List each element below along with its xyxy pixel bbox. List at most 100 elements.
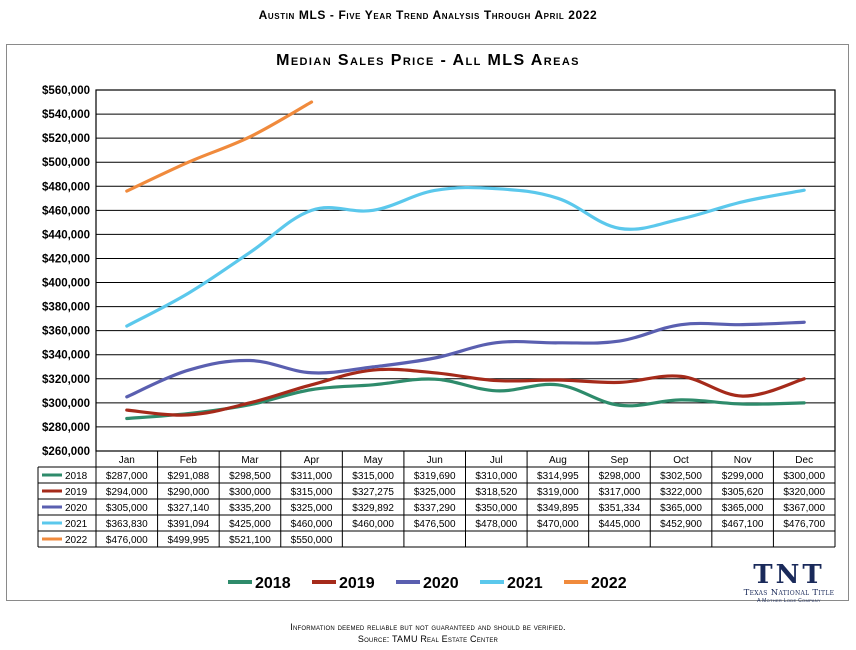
table-cell-value: $445,000 [599, 519, 641, 530]
logo-mark: TNT [753, 560, 825, 590]
table-cell-value: $322,000 [660, 487, 702, 498]
series-line-2022 [125, 100, 314, 193]
table-series-name: 2019 [65, 487, 88, 498]
table-cell-value: $365,000 [660, 503, 702, 514]
table-cell-value: $467,100 [722, 519, 764, 530]
table-cell-value: $335,200 [229, 503, 271, 514]
series-lines [125, 100, 806, 421]
table-cell-value: $367,000 [783, 503, 825, 514]
table-cell-value: $476,000 [106, 535, 148, 546]
table-cell-value: $320,000 [783, 487, 825, 498]
table-series-name: 2018 [65, 471, 88, 482]
table-cell-value: $327,140 [168, 503, 210, 514]
y-tick-label: $280,000 [42, 422, 90, 434]
table-cell-value: $315,000 [291, 487, 333, 498]
legend-label: 2022 [591, 575, 627, 592]
disclaimer-text: Information deemed reliable but not guar… [290, 622, 566, 632]
y-tick-label: $560,000 [42, 85, 90, 97]
grid [95, 89, 836, 452]
plot-area [95, 89, 836, 452]
y-tick-label: $520,000 [42, 133, 90, 145]
table-cell-value: $318,520 [475, 487, 517, 498]
table-cell-value: $470,000 [537, 519, 579, 530]
legend-label: 2019 [339, 575, 375, 592]
data-table: Jan Feb Mar Apr May Jun Jul Aug Sep Oct Nov Dec 2018… [37, 451, 836, 548]
legend-label: 2021 [507, 575, 543, 592]
table-cell-value: $425,000 [229, 519, 271, 530]
legend: 2018 2019 2020 2021 2022 [228, 575, 627, 592]
table-cell-value: $290,000 [168, 487, 210, 498]
table-cell-value: $314,995 [537, 471, 579, 482]
table-cell-value: $478,000 [475, 519, 517, 530]
table-cell-value: $460,000 [352, 519, 394, 530]
table-cell-value: $351,334 [599, 503, 641, 514]
table-cell-value: $327,275 [352, 487, 394, 498]
table-cell-value: $550,000 [291, 535, 333, 546]
y-tick-label: $440,000 [42, 229, 90, 241]
x-tick-label: Dec [795, 455, 813, 466]
y-tick-label: $400,000 [42, 278, 90, 290]
y-tick-label: $340,000 [42, 350, 90, 362]
table-cell-value: $325,000 [291, 503, 333, 514]
source-text: Source: TAMU Real Estate Center [357, 634, 499, 644]
y-tick-label: $460,000 [42, 205, 90, 217]
x-tick-label: Feb [180, 455, 198, 466]
table-cell-value: $452,900 [660, 519, 702, 530]
series-line-2019 [125, 367, 806, 417]
table-cell-value: $305,620 [722, 487, 764, 498]
series-line-2018 [125, 377, 806, 421]
x-tick-label: Apr [304, 455, 320, 466]
table-cell-value: $325,000 [414, 487, 456, 498]
table-cell-value: $317,000 [599, 487, 641, 498]
table-cell-value: $365,000 [722, 503, 764, 514]
table-cell-value: $499,995 [168, 535, 210, 546]
y-tick-label: $380,000 [42, 302, 90, 314]
table-cell-value: $315,000 [352, 471, 394, 482]
table-cell-value: $337,290 [414, 503, 456, 514]
table-cell-value: $291,088 [168, 471, 210, 482]
table-cell-value: $310,000 [475, 471, 517, 482]
y-tick-label: $480,000 [42, 181, 90, 193]
x-tick-label: Nov [734, 455, 752, 466]
legend-label: 2018 [255, 575, 291, 592]
x-tick-label: Sep [611, 455, 629, 466]
logo-name: Texas National Title [743, 588, 835, 598]
y-tick-label: $300,000 [42, 398, 90, 410]
logo-tagline: A Mother Lode Company [757, 598, 821, 604]
y-axis-labels: $260,000 $280,000 $300,000 $320,000 $340,000… [42, 85, 90, 458]
table-series-name: 2020 [65, 503, 88, 514]
legend-label: 2020 [423, 575, 459, 592]
x-tick-label: May [364, 455, 383, 466]
table-cell-value: $350,000 [475, 503, 517, 514]
y-tick-label: $320,000 [42, 374, 90, 386]
table-cell-value: $311,000 [291, 471, 332, 482]
y-tick-label: $420,000 [42, 253, 90, 265]
table-cell-value: $521,100 [229, 535, 271, 546]
table-series-name: 2021 [65, 519, 88, 530]
table-cell-value: $391,094 [168, 519, 210, 530]
x-tick-label: Jul [490, 455, 503, 466]
table-cell-value: $294,000 [106, 487, 148, 498]
chart-title: Median Sales Price - All MLS Areas [276, 52, 580, 69]
table-cell-value: $349,895 [537, 503, 579, 514]
table-cell-value: $287,000 [106, 471, 148, 482]
table-cell-value: $476,500 [414, 519, 456, 530]
y-tick-label: $260,000 [42, 446, 90, 458]
y-tick-label: $540,000 [42, 109, 90, 121]
company-logo: TNT Texas National Title A Mother Lode C… [727, 562, 851, 604]
series-line-2020 [125, 320, 806, 399]
table-cell-value: $298,000 [599, 471, 641, 482]
x-tick-label: Mar [241, 455, 259, 466]
series-line-2021 [125, 185, 806, 328]
table-cell-value: $319,690 [414, 471, 456, 482]
x-tick-label: Aug [549, 455, 567, 466]
page-title: Austin MLS - Five Year Trend Analysis Th… [258, 8, 598, 22]
table-cell-value: $329,892 [352, 503, 394, 514]
y-tick-label: $360,000 [42, 326, 90, 338]
table-cell-value: $305,000 [106, 503, 148, 514]
table-cell-value: $476,700 [783, 519, 825, 530]
table-cell-value: $299,000 [722, 471, 764, 482]
x-tick-label: Jun [427, 455, 443, 466]
table-series-name: 2022 [65, 535, 88, 546]
